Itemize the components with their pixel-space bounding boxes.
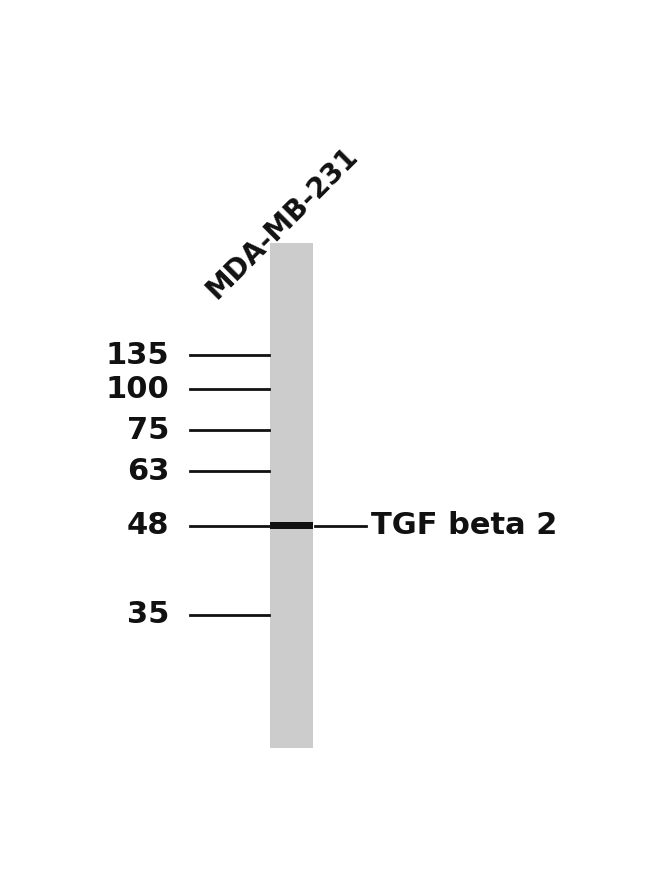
Bar: [270, 523, 313, 529]
Text: 135: 135: [106, 341, 170, 369]
Text: 63: 63: [127, 457, 170, 486]
Text: 35: 35: [127, 600, 170, 629]
Text: 100: 100: [106, 375, 170, 404]
Text: MDA-MB-231: MDA-MB-231: [201, 142, 363, 304]
Text: 75: 75: [127, 416, 170, 445]
Text: 48: 48: [127, 511, 170, 540]
Text: TGF beta 2: TGF beta 2: [371, 511, 557, 540]
Bar: [270, 243, 313, 748]
